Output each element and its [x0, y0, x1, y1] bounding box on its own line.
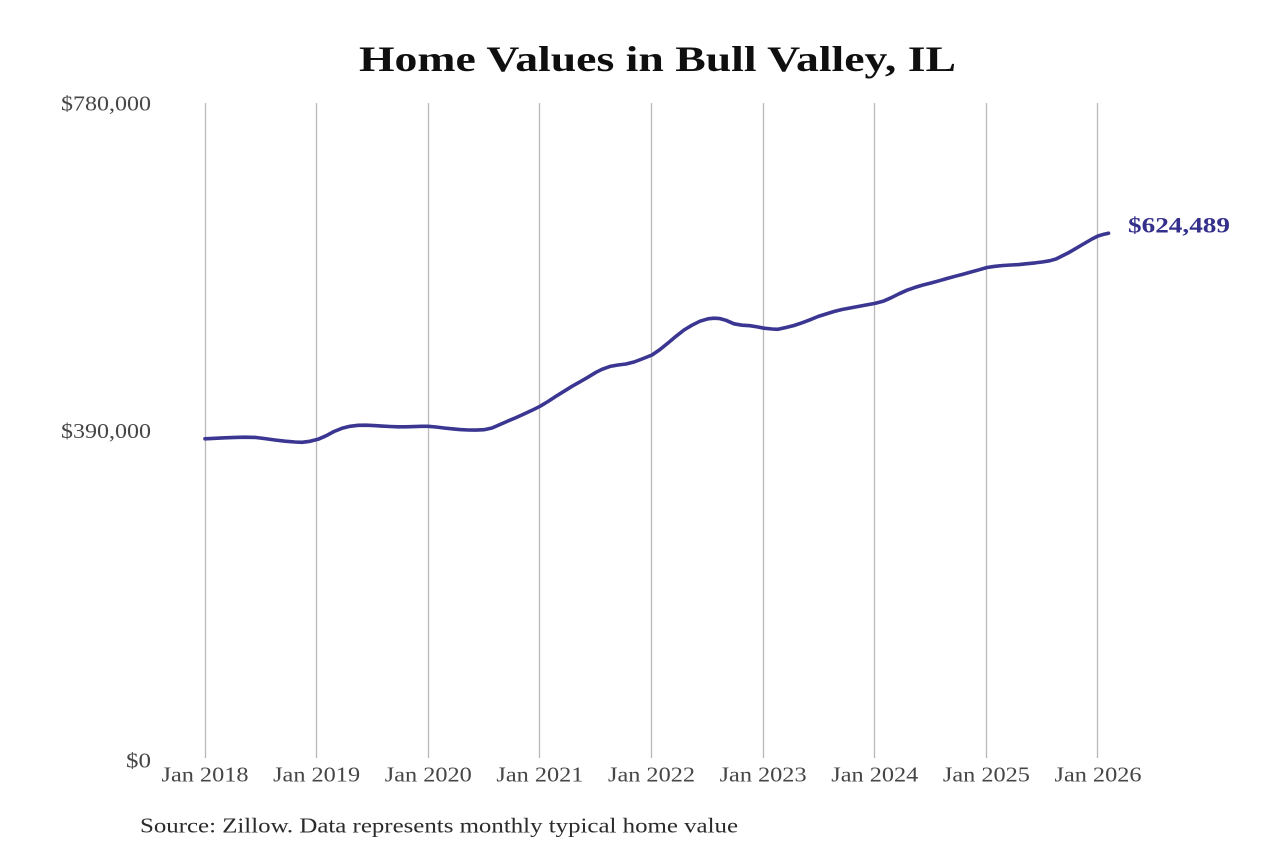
- svg-text:Jan 2026: Jan 2026: [1055, 763, 1142, 787]
- svg-text:$390,000: $390,000: [61, 419, 151, 443]
- svg-text:Jan 2024: Jan 2024: [831, 763, 918, 787]
- svg-text:Home Values in Bull Valley, IL: Home Values in Bull Valley, IL: [359, 39, 956, 79]
- svg-text:$780,000: $780,000: [61, 92, 151, 116]
- svg-text:$624,489: $624,489: [1128, 213, 1230, 238]
- svg-text:Source: Zillow. Data represent: Source: Zillow. Data represents monthly …: [140, 813, 738, 837]
- svg-text:Jan 2019: Jan 2019: [273, 763, 360, 787]
- svg-text:Jan 2023: Jan 2023: [720, 763, 807, 787]
- svg-text:Jan 2018: Jan 2018: [162, 763, 249, 787]
- svg-text:$0: $0: [126, 749, 151, 773]
- svg-text:Jan 2025: Jan 2025: [943, 763, 1030, 787]
- svg-text:Jan 2020: Jan 2020: [385, 763, 472, 787]
- svg-text:Jan 2021: Jan 2021: [496, 763, 583, 787]
- svg-text:Jan 2022: Jan 2022: [608, 763, 695, 787]
